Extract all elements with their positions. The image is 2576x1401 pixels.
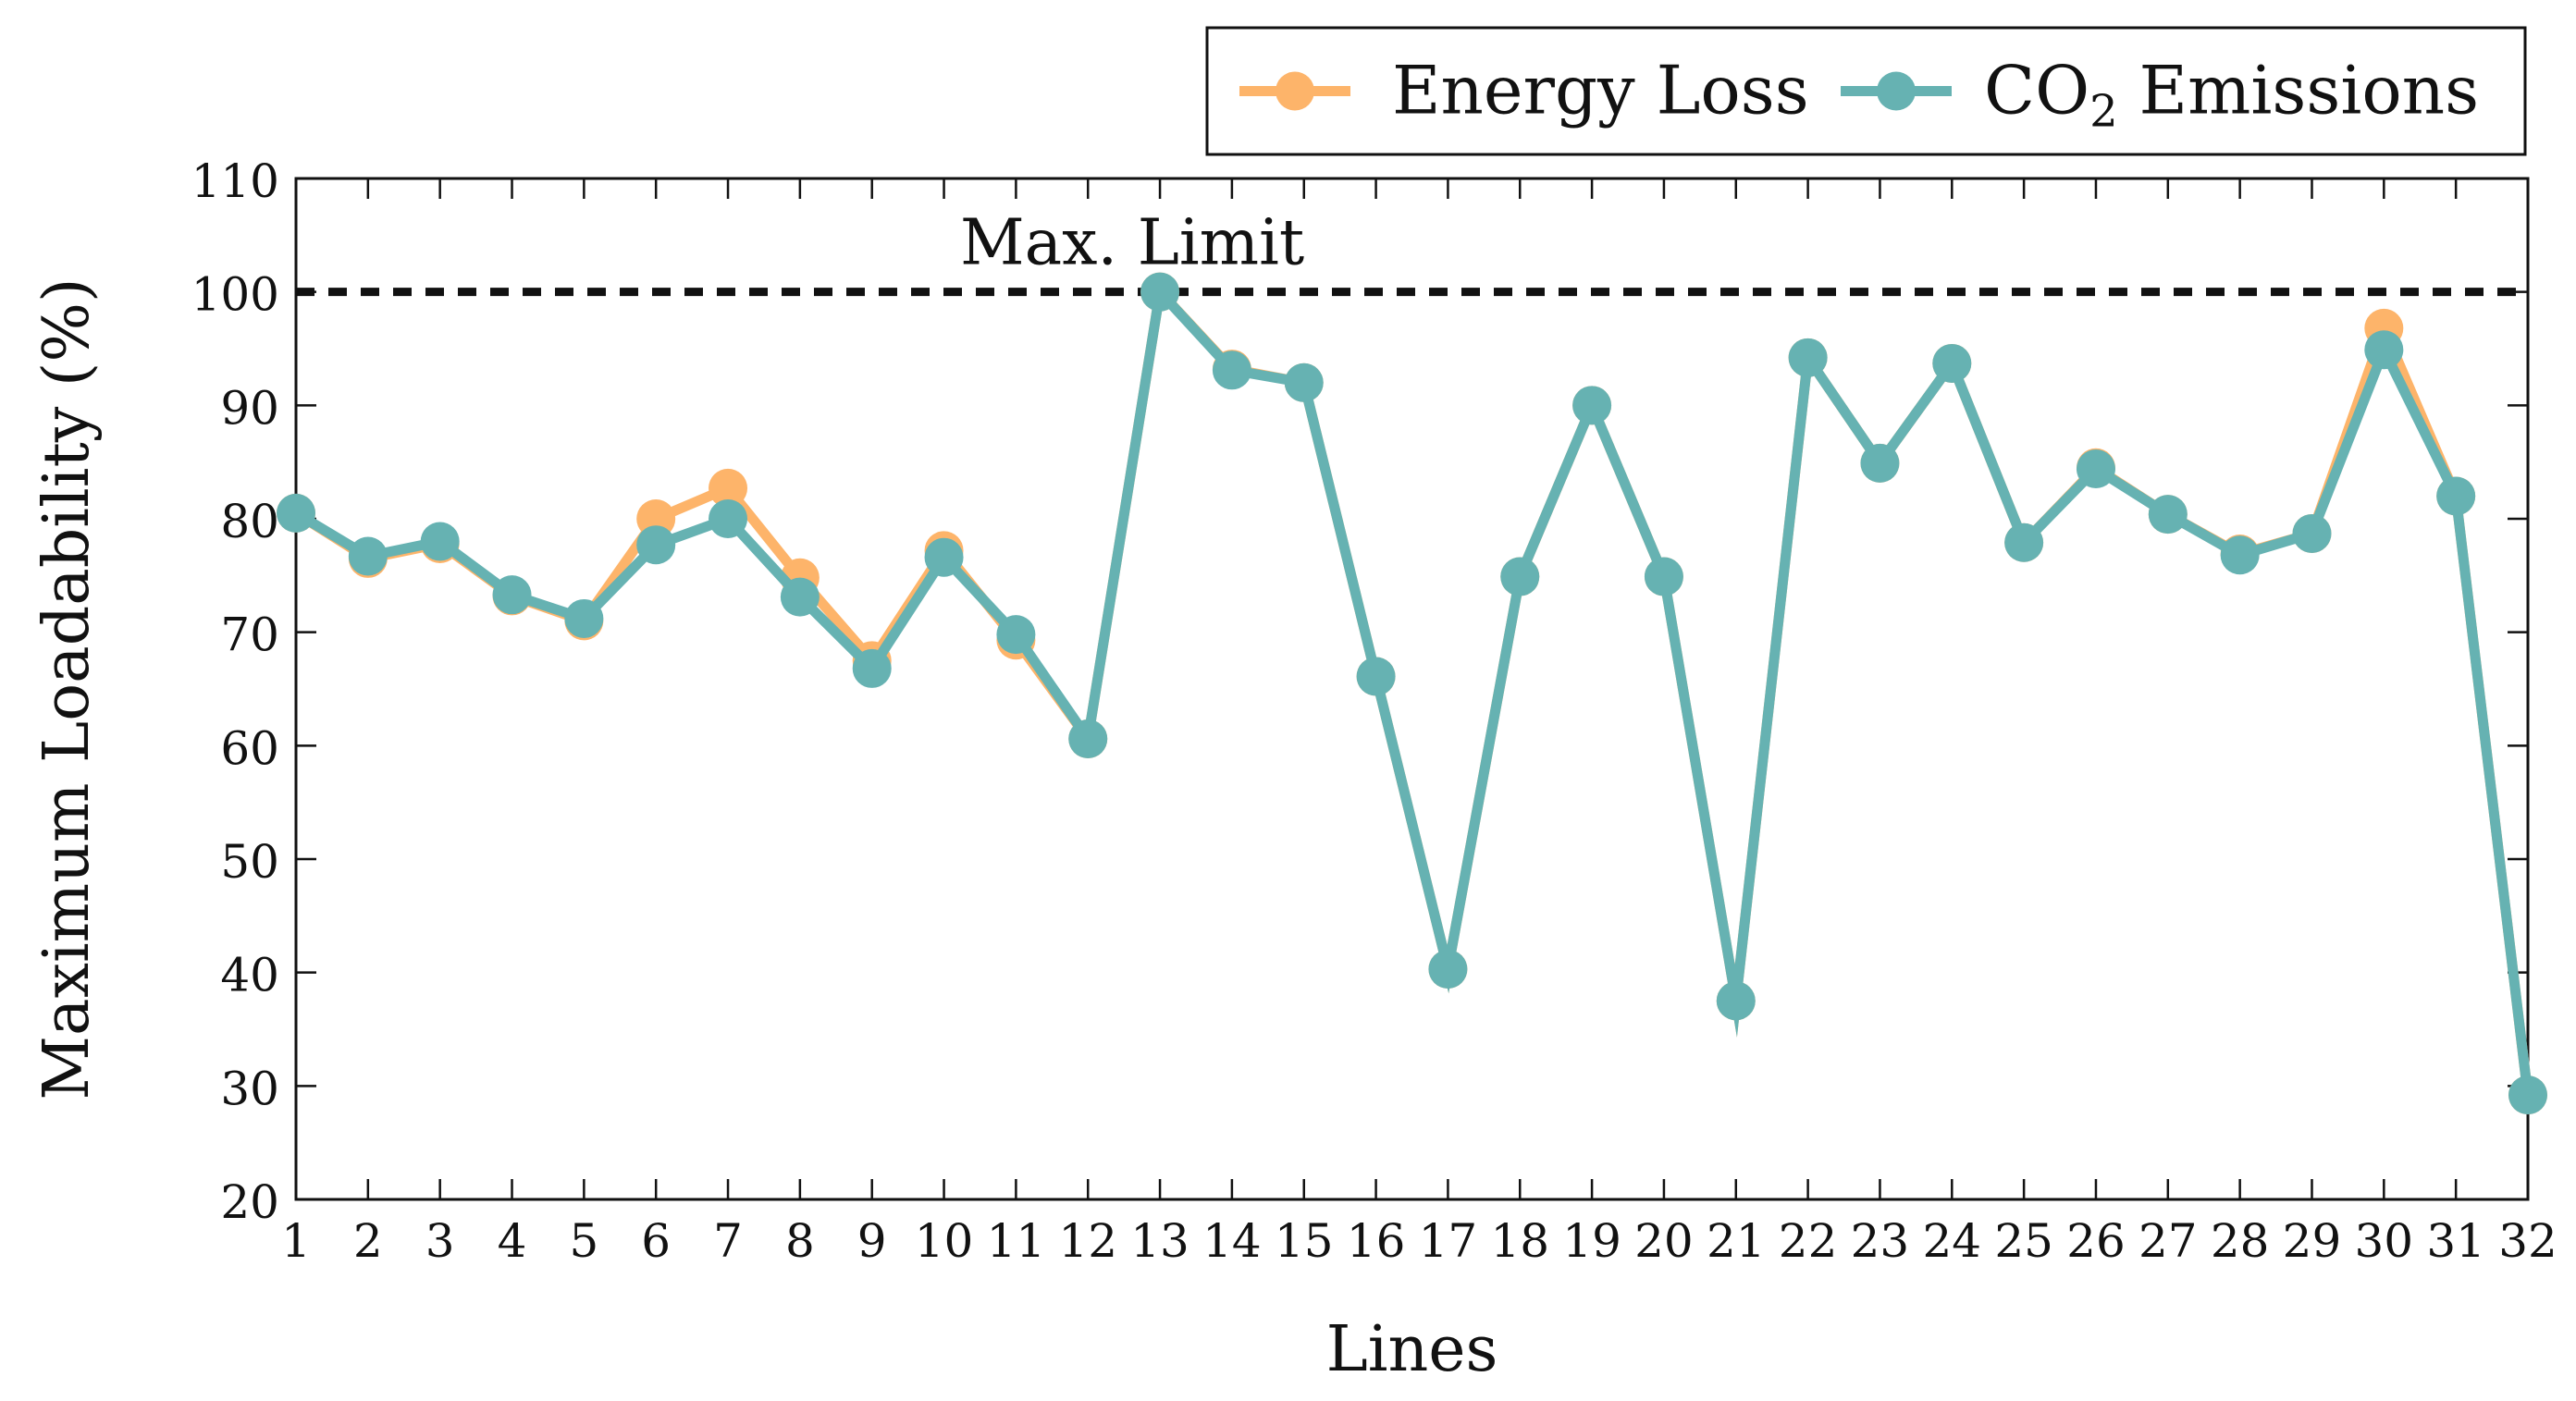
y-tick-label: 80 bbox=[220, 495, 279, 548]
data-point-co2-emissions bbox=[2004, 522, 2044, 562]
series-line-co2-emissions bbox=[293, 280, 2533, 1096]
data-point-co2-emissions bbox=[1716, 981, 1756, 1021]
x-tick-label: 13 bbox=[1130, 1214, 1189, 1268]
x-tick-label: 17 bbox=[1419, 1214, 1478, 1268]
x-tick-label: 10 bbox=[915, 1214, 974, 1268]
legend-marker-co2 bbox=[1877, 71, 1916, 111]
data-point-co2-emissions bbox=[1068, 719, 1108, 758]
x-tick-label: 12 bbox=[1058, 1214, 1117, 1268]
data-point-co2-emissions bbox=[924, 537, 964, 577]
y-tick-label: 30 bbox=[220, 1062, 279, 1115]
data-point-co2-emissions bbox=[420, 522, 460, 561]
x-tick-label: 19 bbox=[1562, 1214, 1621, 1268]
data-point-co2-emissions bbox=[2292, 513, 2332, 553]
data-point-co2-emissions bbox=[1932, 343, 1972, 383]
x-tick-label: 3 bbox=[425, 1214, 455, 1268]
data-point-co2-emissions bbox=[780, 577, 820, 617]
x-tick-label: 18 bbox=[1490, 1214, 1549, 1268]
x-tick-label: 6 bbox=[641, 1214, 671, 1268]
data-point-co2-emissions bbox=[1788, 338, 1828, 377]
x-tick-label: 4 bbox=[498, 1214, 527, 1268]
x-tick-label: 30 bbox=[2355, 1214, 2414, 1268]
data-point-co2-emissions bbox=[2220, 535, 2260, 575]
data-point-co2-emissions bbox=[492, 575, 532, 615]
series-line-energy-loss bbox=[293, 280, 2533, 1096]
plot-frame bbox=[294, 177, 2530, 1201]
x-tick-label: 5 bbox=[569, 1214, 598, 1268]
x-tick-label: 20 bbox=[1634, 1214, 1694, 1268]
data-point-co2-emissions bbox=[1860, 443, 1900, 483]
data-point-co2-emissions bbox=[1140, 272, 1180, 312]
data-point-co2-emissions bbox=[2436, 476, 2476, 516]
data-point-co2-emissions bbox=[636, 525, 676, 565]
x-tick-label: 7 bbox=[713, 1214, 743, 1268]
data-point-co2-emissions bbox=[1212, 350, 1251, 390]
y-tick-label: 60 bbox=[220, 721, 279, 775]
x-tick-label: 24 bbox=[1922, 1214, 1981, 1268]
x-tick-label: 14 bbox=[1202, 1214, 1262, 1268]
x-tick-label: 9 bbox=[857, 1214, 887, 1268]
data-point-co2-emissions bbox=[1284, 363, 1324, 402]
x-tick-label: 25 bbox=[1994, 1214, 2053, 1268]
data-point-co2-emissions bbox=[1428, 949, 1468, 989]
data-point-co2-emissions bbox=[1356, 657, 1396, 696]
x-tick-label: 16 bbox=[1347, 1214, 1406, 1268]
data-point-co2-emissions bbox=[709, 499, 748, 538]
x-tick-label: 29 bbox=[2283, 1214, 2342, 1268]
y-tick-label: 70 bbox=[220, 608, 279, 662]
y-tick-label: 20 bbox=[220, 1175, 279, 1229]
legend-label-co2-emissions: CO2 Emissions bbox=[1984, 52, 2479, 138]
data-point-co2-emissions bbox=[348, 536, 388, 576]
data-point-co2-emissions bbox=[996, 615, 1036, 655]
data-point-co2-emissions bbox=[1500, 557, 1540, 596]
legend-label-energy-loss: Energy Loss bbox=[1392, 52, 1809, 129]
data-point-energy-loss bbox=[709, 468, 748, 508]
x-tick-label: 31 bbox=[2426, 1214, 2485, 1268]
x-tick-label: 8 bbox=[785, 1214, 815, 1268]
x-tick-label: 1 bbox=[281, 1214, 311, 1268]
x-tick-label: 28 bbox=[2211, 1214, 2270, 1268]
x-tick-label: 15 bbox=[1275, 1214, 1334, 1268]
data-point-co2-emissions bbox=[1644, 557, 1683, 596]
data-point-co2-emissions bbox=[1572, 386, 1612, 425]
x-tick-label: 32 bbox=[2498, 1214, 2558, 1268]
data-point-co2-emissions bbox=[2148, 495, 2188, 535]
x-tick-label: 27 bbox=[2138, 1214, 2198, 1268]
x-tick-label: 11 bbox=[987, 1214, 1046, 1268]
data-point-co2-emissions bbox=[2508, 1075, 2547, 1115]
y-tick-label: 50 bbox=[220, 835, 279, 889]
x-tick-label: 22 bbox=[1779, 1214, 1838, 1268]
y-tick-label: 110 bbox=[191, 154, 279, 208]
data-point-co2-emissions bbox=[852, 648, 892, 688]
y-tick-label: 100 bbox=[191, 268, 279, 322]
y-axis-title: Maximum Loadability (%) bbox=[31, 277, 104, 1100]
data-point-co2-emissions bbox=[2364, 330, 2404, 370]
data-point-co2-emissions bbox=[2076, 449, 2115, 489]
data-point-co2-emissions bbox=[277, 493, 315, 533]
data-point-co2-emissions bbox=[564, 598, 604, 638]
y-tick-label: 40 bbox=[220, 949, 279, 1002]
y-tick-label: 90 bbox=[220, 381, 279, 435]
max-limit-label: Max. Limit bbox=[960, 207, 1304, 280]
x-tick-label: 21 bbox=[1707, 1214, 1766, 1268]
x-tick-label: 26 bbox=[2066, 1214, 2126, 1268]
x-axis-title: Lines bbox=[1326, 1313, 1498, 1386]
x-tick-label: 23 bbox=[1851, 1214, 1910, 1268]
legend-marker-energy-loss bbox=[1276, 71, 1314, 111]
x-tick-label: 2 bbox=[353, 1214, 383, 1268]
